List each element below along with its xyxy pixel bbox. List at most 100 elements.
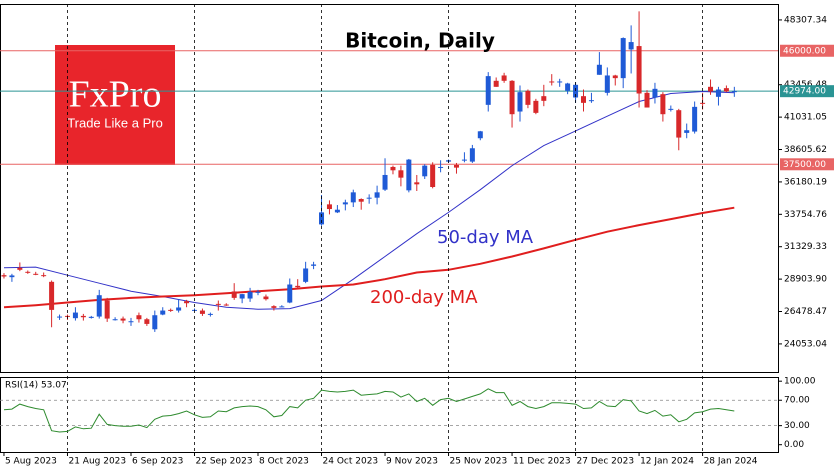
candle-body	[382, 174, 388, 190]
candle-body	[334, 209, 340, 213]
x-tick-label: 11 Dec 2023	[513, 457, 571, 467]
candle-body	[644, 92, 650, 108]
candle-body	[287, 284, 293, 303]
x-tick-label: 9 Nov 2023	[386, 457, 438, 467]
logo-tagline: Trade Like a Pro	[67, 115, 163, 130]
candle-body	[525, 90, 531, 105]
candle-body	[565, 83, 571, 91]
y-tick-label: 33754.76	[784, 210, 827, 220]
chart-title: Bitcoin, Daily	[345, 29, 495, 53]
candle-body	[438, 166, 444, 168]
candle-body	[350, 192, 356, 203]
price-tag	[780, 44, 834, 57]
candle-body	[708, 86, 714, 92]
candle-body	[620, 38, 626, 79]
y-tick-label: 36180.19	[784, 177, 827, 187]
x-tick-label: 12 Jan 2024	[640, 457, 694, 467]
candle-body	[303, 268, 309, 282]
candle-body	[1, 275, 7, 277]
candle-body	[112, 319, 118, 321]
candle-body	[612, 75, 618, 79]
candle-body	[88, 316, 94, 318]
candle-body	[636, 46, 642, 94]
candle-body	[96, 295, 102, 317]
x-tick-label: 5 Aug 2023	[5, 457, 57, 467]
candle-body	[136, 315, 142, 320]
candle-body	[430, 164, 436, 187]
y-tick-label: 41031.05	[784, 113, 827, 123]
candle-body	[406, 159, 412, 191]
candle-body	[33, 273, 39, 275]
candle-body	[160, 310, 166, 315]
panel-title: RSI(14) 53.07	[5, 381, 67, 391]
x-tick-label: 28 Jan 2024	[704, 457, 758, 467]
candle-body	[461, 159, 467, 161]
price-tag	[780, 85, 834, 98]
candle-body	[184, 301, 190, 304]
candle-body	[57, 316, 63, 318]
candle-body	[295, 285, 301, 288]
candle-body	[573, 84, 579, 98]
candle-body	[104, 300, 110, 319]
candle-body	[398, 170, 404, 178]
y-tick-label: 38605.62	[784, 145, 827, 155]
x-tick-label: 6 Sep 2023	[132, 457, 183, 467]
candle-body	[319, 212, 325, 225]
candle-body	[453, 164, 459, 168]
candle-body	[581, 96, 586, 103]
candle-body	[271, 306, 277, 308]
candle-body	[358, 199, 364, 202]
candle-body	[700, 102, 706, 104]
candle-body	[168, 309, 174, 311]
candle-body	[692, 106, 698, 132]
candle-body	[17, 267, 23, 270]
candle-body	[80, 315, 86, 318]
candle-body	[485, 76, 491, 105]
candle-body	[207, 313, 213, 315]
candle-body	[342, 202, 348, 205]
candle-body	[668, 108, 674, 110]
logo: FxPro Trade Like a Pro	[55, 45, 175, 165]
candle-body	[255, 291, 261, 293]
candle-body	[120, 318, 126, 321]
y-tick-label: 0.00	[784, 440, 804, 450]
candle-body	[588, 100, 594, 102]
price-tag-label: 46000.00	[783, 46, 826, 56]
candle-body	[549, 81, 555, 83]
candle-body	[49, 281, 55, 310]
candle-body	[628, 42, 634, 50]
candle-body	[9, 275, 15, 278]
price-tag-label: 42974.00	[783, 87, 826, 97]
candle-body	[596, 64, 602, 75]
candle-body	[660, 94, 666, 115]
indicator-line	[3, 388, 735, 433]
candle-body	[493, 80, 499, 87]
candle-body	[374, 192, 380, 198]
candle-body	[469, 148, 475, 162]
price-tag-label: 37500.00	[783, 160, 826, 170]
x-tick-label: 22 Sep 2023	[196, 457, 253, 467]
y-tick-label: 70.00	[784, 396, 810, 406]
ma-label: 200-day MA	[370, 287, 478, 308]
candle-body	[676, 110, 682, 138]
candle-body	[223, 304, 229, 306]
y-tick-label: 30.00	[784, 421, 810, 431]
y-tick-label: 24053.04	[784, 339, 827, 349]
moving-average	[3, 206, 735, 309]
x-tick-label: 24 Oct 2023	[323, 457, 379, 467]
candle-body	[604, 75, 610, 93]
candle-body	[533, 100, 539, 113]
y-tick-label: 28903.90	[784, 275, 827, 285]
candle-body	[477, 131, 483, 139]
x-tick-label: 25 Nov 2023	[450, 457, 508, 467]
candle-body	[723, 88, 729, 92]
candle-body	[509, 80, 515, 115]
candle-body	[231, 291, 237, 298]
candle-body	[731, 91, 737, 93]
logo-box	[55, 45, 175, 165]
candle-body	[263, 296, 269, 300]
x-tick-label: 27 Dec 2023	[577, 457, 635, 467]
candle-body	[652, 88, 658, 98]
x-tick-label: 8 Oct 2023	[259, 457, 309, 467]
y-tick-label: 48307.34	[784, 15, 827, 25]
